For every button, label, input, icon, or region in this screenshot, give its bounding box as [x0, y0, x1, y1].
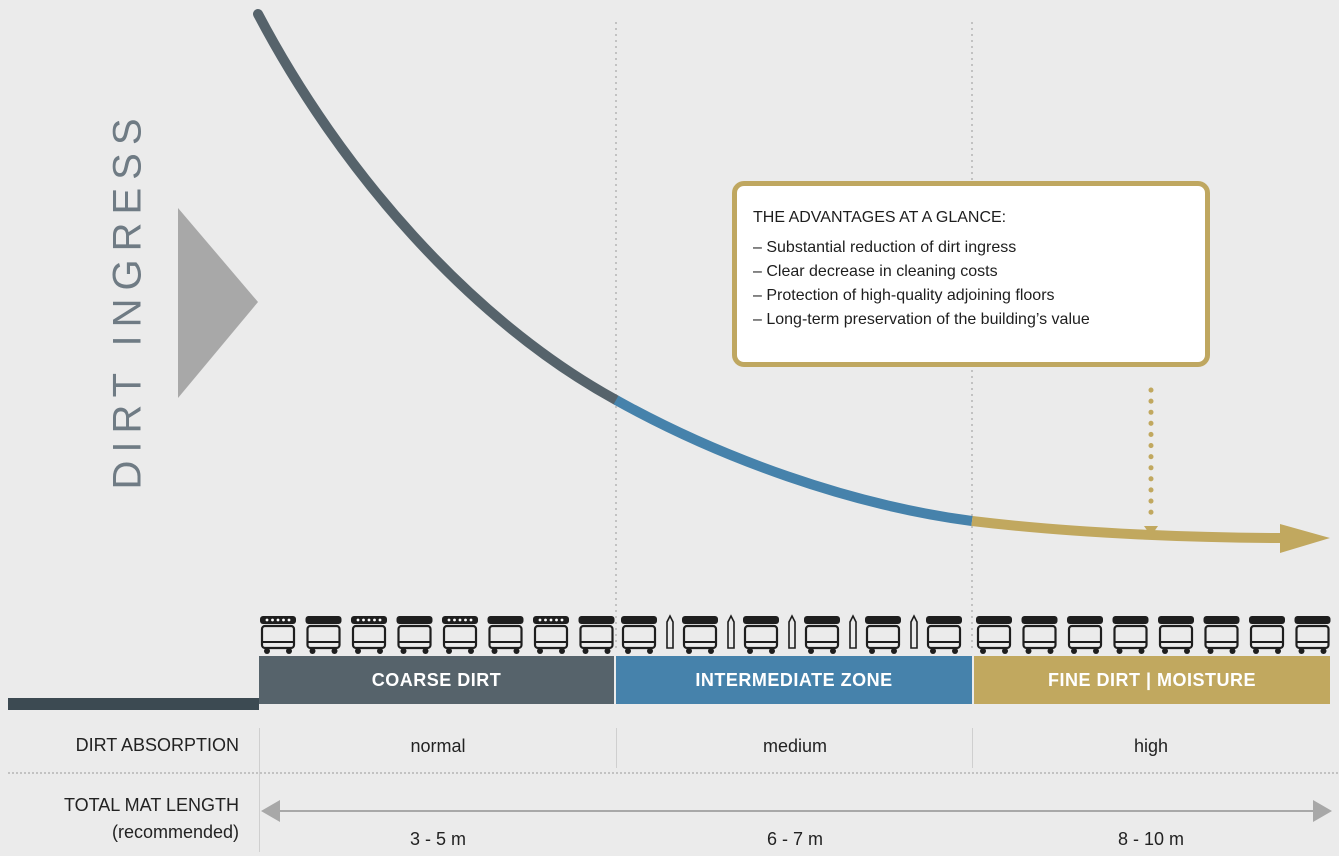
arrowhead-icon	[1280, 524, 1330, 553]
cleaning-cart-icon	[1067, 616, 1103, 654]
cleaning-cart-icon	[926, 616, 962, 654]
dirt-ingress-arrow-icon	[178, 208, 258, 398]
advantages-list: – Substantial reduction of dirt ingress …	[753, 236, 1189, 332]
connector-arrowhead-icon	[1144, 526, 1158, 536]
entrance-floor-line	[8, 698, 259, 710]
cleaning-cart-icon	[305, 616, 342, 654]
cleaning-cart-icon	[1021, 616, 1058, 654]
absorption-value-intermediate: medium	[762, 736, 828, 756]
curve-coarse-segment	[253, 9, 621, 405]
length-arrow-right-icon	[1313, 800, 1332, 822]
length-value-coarse: 3 - 5 m	[409, 829, 466, 849]
cleaning-cart-icon	[682, 616, 718, 654]
bottle-icon	[727, 614, 735, 649]
zone-fine-dirt-moisture: FINE DIRT | MOISTURE	[974, 656, 1330, 704]
cleaning-cart-icon	[865, 616, 901, 654]
curve-fine-segment	[971, 516, 1291, 543]
cleaning-cart-icon	[442, 616, 478, 654]
cleaning-cart-icon	[533, 616, 569, 654]
length-value-intermediate: 6 - 7 m	[766, 829, 823, 849]
total-mat-length-label: TOTAL MAT LENGTH	[63, 795, 239, 815]
recommended-label: (recommended)	[111, 822, 239, 842]
cleaning-cart-icon	[1158, 616, 1194, 654]
bottle-icon	[910, 614, 918, 649]
table-separator	[972, 728, 973, 768]
advantage-item: – Clear decrease in cleaning costs	[753, 263, 998, 280]
dirt-absorption-label: DIRT ABSORPTION	[75, 735, 239, 755]
advantage-item: – Substantial reduction of dirt ingress	[753, 239, 1017, 256]
cleaning-cart-icon	[487, 616, 524, 654]
bottle-icon	[666, 614, 674, 649]
cleaning-cart-icon	[1294, 616, 1331, 654]
advantage-item: – Long-term preservation of the building…	[753, 311, 1090, 328]
curve-intermediate-segment	[613, 395, 973, 526]
advantage-item: – Protection of high-quality adjoining f…	[753, 287, 1055, 304]
dirt-ingress-axis-title: DIRT INGRESS	[105, 110, 150, 490]
cart-row	[260, 614, 1331, 654]
cleaning-cart-icon	[621, 616, 657, 654]
bottle-icon	[849, 614, 857, 649]
cleaning-cart-icon	[260, 616, 296, 654]
length-arrow-left-icon	[261, 800, 280, 822]
cleaning-cart-icon	[578, 616, 615, 654]
zone-coarse-dirt: COARSE DIRT	[259, 656, 614, 704]
absorption-value-fine: high	[1133, 736, 1169, 756]
absorption-value-coarse: normal	[410, 736, 466, 756]
advantages-title: THE ADVANTAGES AT A GLANCE:	[753, 209, 1007, 226]
cleaning-cart-icon	[1249, 616, 1285, 654]
cleaning-cart-icon	[1112, 616, 1149, 654]
bottle-icon	[788, 614, 796, 649]
cleaning-cart-icon	[976, 616, 1012, 654]
zone-intermediate: INTERMEDIATE ZONE	[616, 656, 972, 704]
advantages-box: THE ADVANTAGES AT A GLANCE: – Substantia…	[732, 181, 1210, 367]
row-divider	[8, 772, 1338, 774]
cleaning-cart-icon	[804, 616, 840, 654]
cleaning-cart-icon	[1203, 616, 1240, 654]
table-separator	[616, 728, 617, 768]
cleaning-cart-icon	[396, 616, 433, 654]
cleaning-cart-icon	[351, 616, 387, 654]
table-separator	[259, 728, 260, 852]
cleaning-cart-icon	[743, 616, 779, 654]
length-value-fine: 8 - 10 m	[1117, 829, 1185, 849]
